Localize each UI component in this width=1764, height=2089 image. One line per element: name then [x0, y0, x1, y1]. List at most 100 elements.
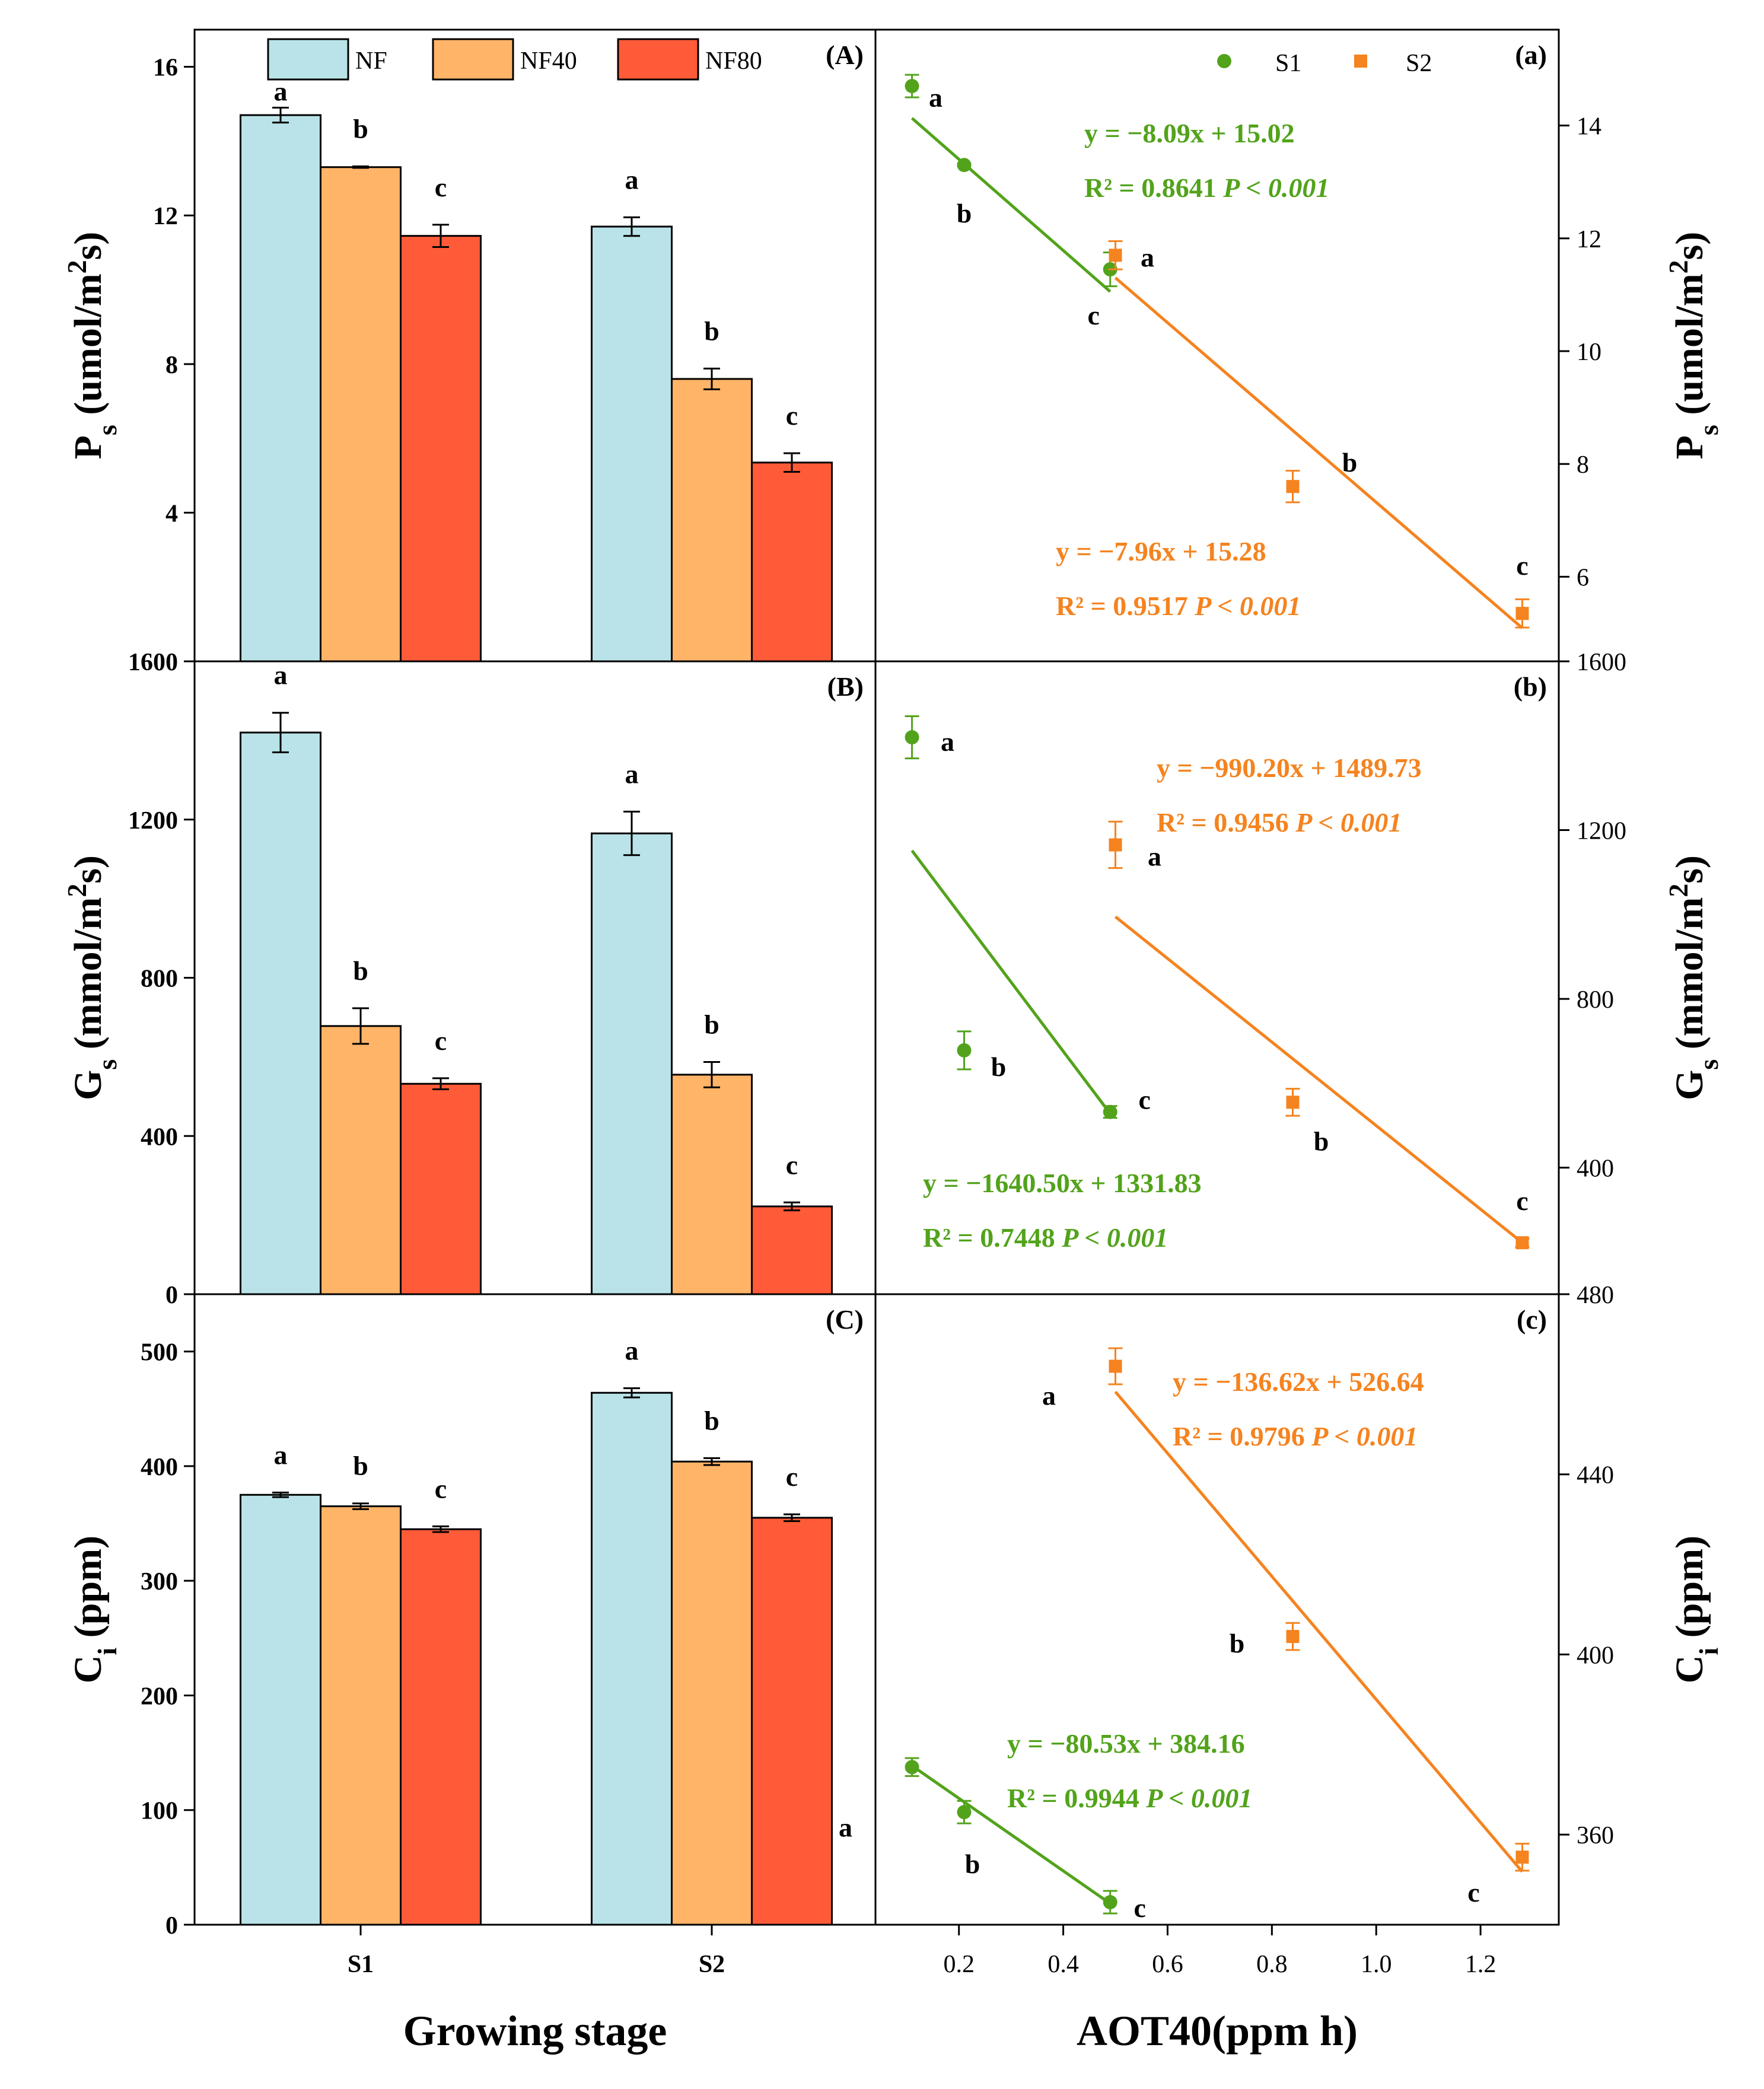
- significance-letter: a: [1141, 242, 1154, 272]
- fit-equation: y = −7.96x + 15.28: [1056, 536, 1266, 566]
- y-axis-label-right: Ci (ppm): [1668, 1536, 1724, 1683]
- x-tick-label: 1.2: [1465, 1951, 1496, 1978]
- bar: [400, 235, 482, 663]
- y-tick-label: 1600: [128, 649, 178, 676]
- significance-letter: a: [929, 82, 943, 113]
- significance-letter: b: [991, 1052, 1007, 1082]
- panel-label: (C): [826, 1304, 864, 1335]
- significance-letter: c: [786, 400, 798, 431]
- significance-letter: a: [625, 759, 639, 789]
- data-point: [905, 730, 919, 745]
- significance-letter: c: [1467, 1877, 1479, 1908]
- bar: [400, 1528, 482, 1926]
- data-point: [1109, 249, 1122, 262]
- y-tick-label-right: 360: [1577, 1822, 1614, 1849]
- y-tick-label: 100: [141, 1798, 178, 1825]
- y-axis-label-right: Ps (umol/m2s): [1663, 232, 1724, 460]
- bar: [320, 1505, 402, 1926]
- x-tick-label: 1.0: [1361, 1951, 1392, 1978]
- x-tick-label: 0.4: [1047, 1951, 1079, 1978]
- data-point: [1109, 1359, 1122, 1373]
- legend-marker: [1354, 55, 1367, 68]
- significance-letter: a: [274, 1440, 288, 1470]
- data-point: [905, 79, 919, 94]
- data-point: [1286, 480, 1300, 493]
- data-point: [1286, 1096, 1300, 1109]
- legend-label: S2: [1406, 50, 1432, 77]
- significance-letter: c: [435, 1473, 447, 1504]
- fit-line: [1114, 1390, 1524, 1873]
- y-tick-label: 0: [165, 1912, 178, 1940]
- bar: [240, 114, 321, 663]
- bar: [751, 461, 833, 663]
- data-point: [957, 1805, 972, 1820]
- y-tick-label-right: 1600: [1577, 649, 1626, 676]
- y-tick-label: 400: [141, 1123, 178, 1151]
- y-tick-label: 300: [141, 1568, 178, 1596]
- legend-label: NF80: [705, 47, 762, 75]
- bar: [671, 1074, 753, 1295]
- significance-letter: b: [1314, 1126, 1329, 1156]
- y-tick-label: 4: [165, 500, 178, 527]
- data-point: [1515, 1236, 1529, 1250]
- bar: [320, 166, 402, 663]
- significance-letter: b: [353, 1451, 368, 1481]
- significance-letter: b: [353, 114, 368, 144]
- fit-line: [910, 849, 1112, 1115]
- significance-letter: b: [957, 198, 972, 228]
- y-tick-label: 16: [153, 55, 178, 82]
- significance-letter: c: [1134, 1893, 1146, 1923]
- fit-statistics: R² = 0.7448 P < 0.001: [923, 1222, 1168, 1253]
- y-tick-label: 400: [141, 1454, 178, 1481]
- fit-line: [910, 117, 1112, 293]
- significance-letter: b: [704, 316, 719, 346]
- y-tick-label-right: 8: [1577, 451, 1589, 479]
- bar: [591, 832, 673, 1295]
- x-tick-label: S2: [699, 1951, 725, 1978]
- y-tick-label: 200: [141, 1683, 178, 1710]
- significance-letter: a: [941, 727, 954, 757]
- y-tick-label-right: 1200: [1577, 818, 1626, 845]
- data-point: [1515, 607, 1529, 620]
- bar: [240, 1493, 321, 1926]
- bar: [751, 1205, 833, 1295]
- legend-swatch: [267, 38, 349, 81]
- legend-label: NF: [355, 47, 387, 75]
- significance-letter: c: [435, 172, 447, 202]
- bar: [671, 1460, 753, 1926]
- y-tick-label-right: 400: [1577, 1642, 1614, 1669]
- legend-swatch: [432, 38, 514, 81]
- fit-statistics: R² = 0.9517 P < 0.001: [1056, 591, 1301, 621]
- significance-letter: a: [839, 1812, 852, 1842]
- legend-marker: [1217, 54, 1231, 68]
- y-axis-label: Ci (ppm): [66, 1536, 122, 1683]
- panel-label: (b): [1514, 671, 1547, 702]
- legend-label: S1: [1275, 50, 1301, 77]
- y-tick-label-right: 6: [1577, 564, 1589, 591]
- y-tick-label: 12: [153, 203, 178, 230]
- y-tick-label: 0: [165, 1282, 178, 1309]
- data-point: [1109, 838, 1122, 852]
- significance-letter: b: [1342, 447, 1358, 477]
- panel-frame: [193, 1293, 1560, 1926]
- x-tick-label: 0.6: [1152, 1951, 1183, 1978]
- bar: [751, 1517, 833, 1926]
- panel-label: (c): [1517, 1304, 1547, 1335]
- fit-equation: y = −1640.50x + 1331.83: [923, 1168, 1202, 1198]
- panel-label: (A): [826, 40, 864, 70]
- legend-swatch: [617, 38, 699, 81]
- bar: [671, 378, 753, 663]
- data-point: [905, 1760, 919, 1775]
- fit-statistics: R² = 0.9796 P < 0.001: [1173, 1421, 1418, 1451]
- fit-line: [911, 1764, 1112, 1905]
- significance-letter: c: [786, 1149, 798, 1180]
- significance-letter: a: [625, 164, 639, 195]
- y-tick-label: 8: [165, 352, 178, 379]
- y-axis-label: Ps (umol/m2s): [62, 232, 122, 460]
- data-point: [1515, 1851, 1529, 1864]
- fit-line: [1114, 915, 1524, 1244]
- panel-label: (B): [827, 671, 864, 702]
- x-axis-label-left: Growing stage: [403, 2007, 667, 2055]
- data-point: [957, 1043, 972, 1058]
- significance-letter: c: [786, 1461, 798, 1492]
